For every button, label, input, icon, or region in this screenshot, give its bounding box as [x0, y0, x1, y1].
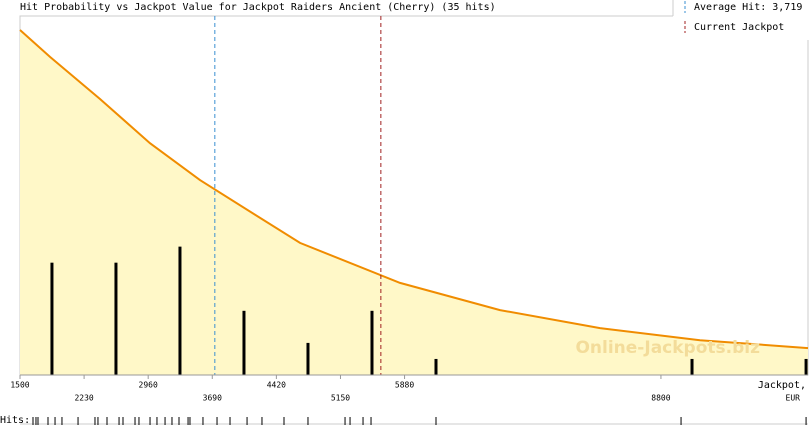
legend-box: [673, 0, 810, 40]
bar: [370, 310, 374, 375]
legend-average: Average Hit: 3,719: [694, 2, 802, 13]
rug-label: Hits:: [0, 415, 30, 425]
plot-area: [19, 29, 809, 375]
x-axis-label: Jackpot,: [758, 380, 806, 391]
legend-current: Current Jackpot: [694, 22, 784, 33]
bar: [306, 342, 310, 375]
bar: [50, 262, 54, 375]
x-tick-label: 5150: [331, 394, 350, 403]
bar: [114, 262, 118, 375]
x-tick-label: 8800: [651, 394, 670, 403]
watermark: Online-Jackpots.biz: [575, 338, 760, 358]
x-tick-label: 2230: [74, 394, 93, 403]
x-axis-unit: EUR: [786, 394, 801, 403]
x-tick-label: 1500: [10, 381, 29, 390]
x-tick-label: 4420: [267, 381, 286, 390]
curve-area: [20, 30, 808, 375]
bar: [690, 358, 694, 375]
curve-line: [19, 29, 809, 350]
bar: [178, 246, 182, 375]
x-tick-label: 3690: [203, 394, 222, 403]
x-tick-label: 2960: [139, 381, 158, 390]
x-tick-label: 5880: [395, 381, 414, 390]
bar: [242, 310, 246, 375]
bar: [804, 358, 808, 375]
bar: [434, 358, 438, 375]
chart-title: Hit Probability vs Jackpot Value for Jac…: [20, 2, 496, 13]
